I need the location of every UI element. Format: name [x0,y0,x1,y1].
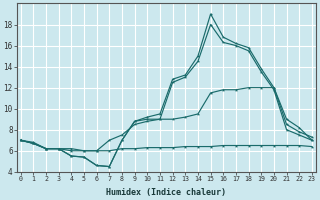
X-axis label: Humidex (Indice chaleur): Humidex (Indice chaleur) [106,188,226,197]
